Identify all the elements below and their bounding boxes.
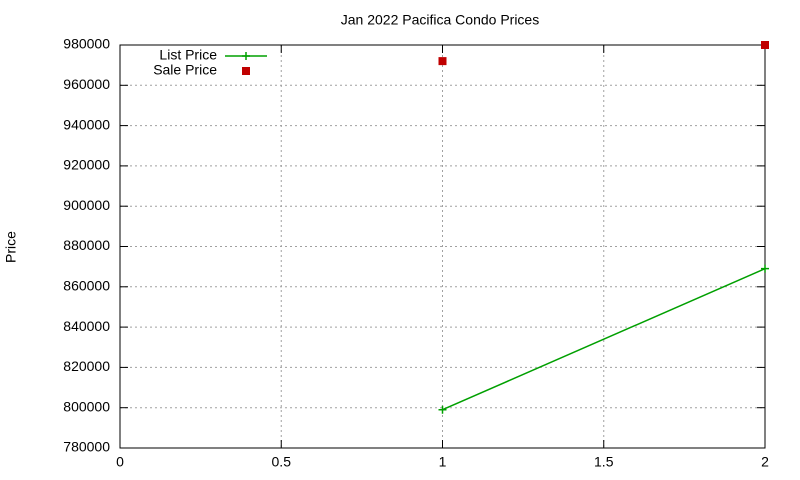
legend-label: Sale Price: [153, 62, 217, 78]
series-line: [442, 267, 766, 411]
x-tick-label: 1.5: [594, 454, 614, 470]
y-tick-label: 900000: [63, 197, 110, 213]
y-tick-label: 880000: [63, 237, 110, 253]
x-tick-label: 1: [439, 454, 447, 470]
y-tick-label: 780000: [63, 439, 110, 455]
x-tick-label: 2: [761, 454, 769, 470]
y-tick-label: 860000: [63, 278, 110, 294]
x-tick-label: 0: [116, 454, 124, 470]
y-tick-label: 920000: [63, 157, 110, 173]
legend-label: List Price: [159, 47, 217, 63]
plot-border: [119, 44, 766, 449]
y-tick-label: 840000: [63, 318, 110, 334]
y-tick-label: 960000: [63, 76, 110, 92]
legend-marker: [242, 67, 250, 75]
data-point: [438, 57, 447, 66]
y-tick-label: 820000: [63, 358, 110, 374]
data-point: [761, 41, 769, 49]
data-point: [761, 264, 769, 273]
y-tick-label: 800000: [63, 398, 110, 414]
y-tick-label: 940000: [63, 116, 110, 132]
chart-title: Jan 2022 Pacifica Condo Prices: [341, 12, 539, 28]
y-axis-label: Price: [3, 231, 19, 263]
data-point: [438, 405, 447, 414]
x-tick-label: 0.5: [272, 454, 292, 470]
legend-marker: [242, 52, 250, 60]
y-tick-label: 980000: [63, 36, 110, 52]
